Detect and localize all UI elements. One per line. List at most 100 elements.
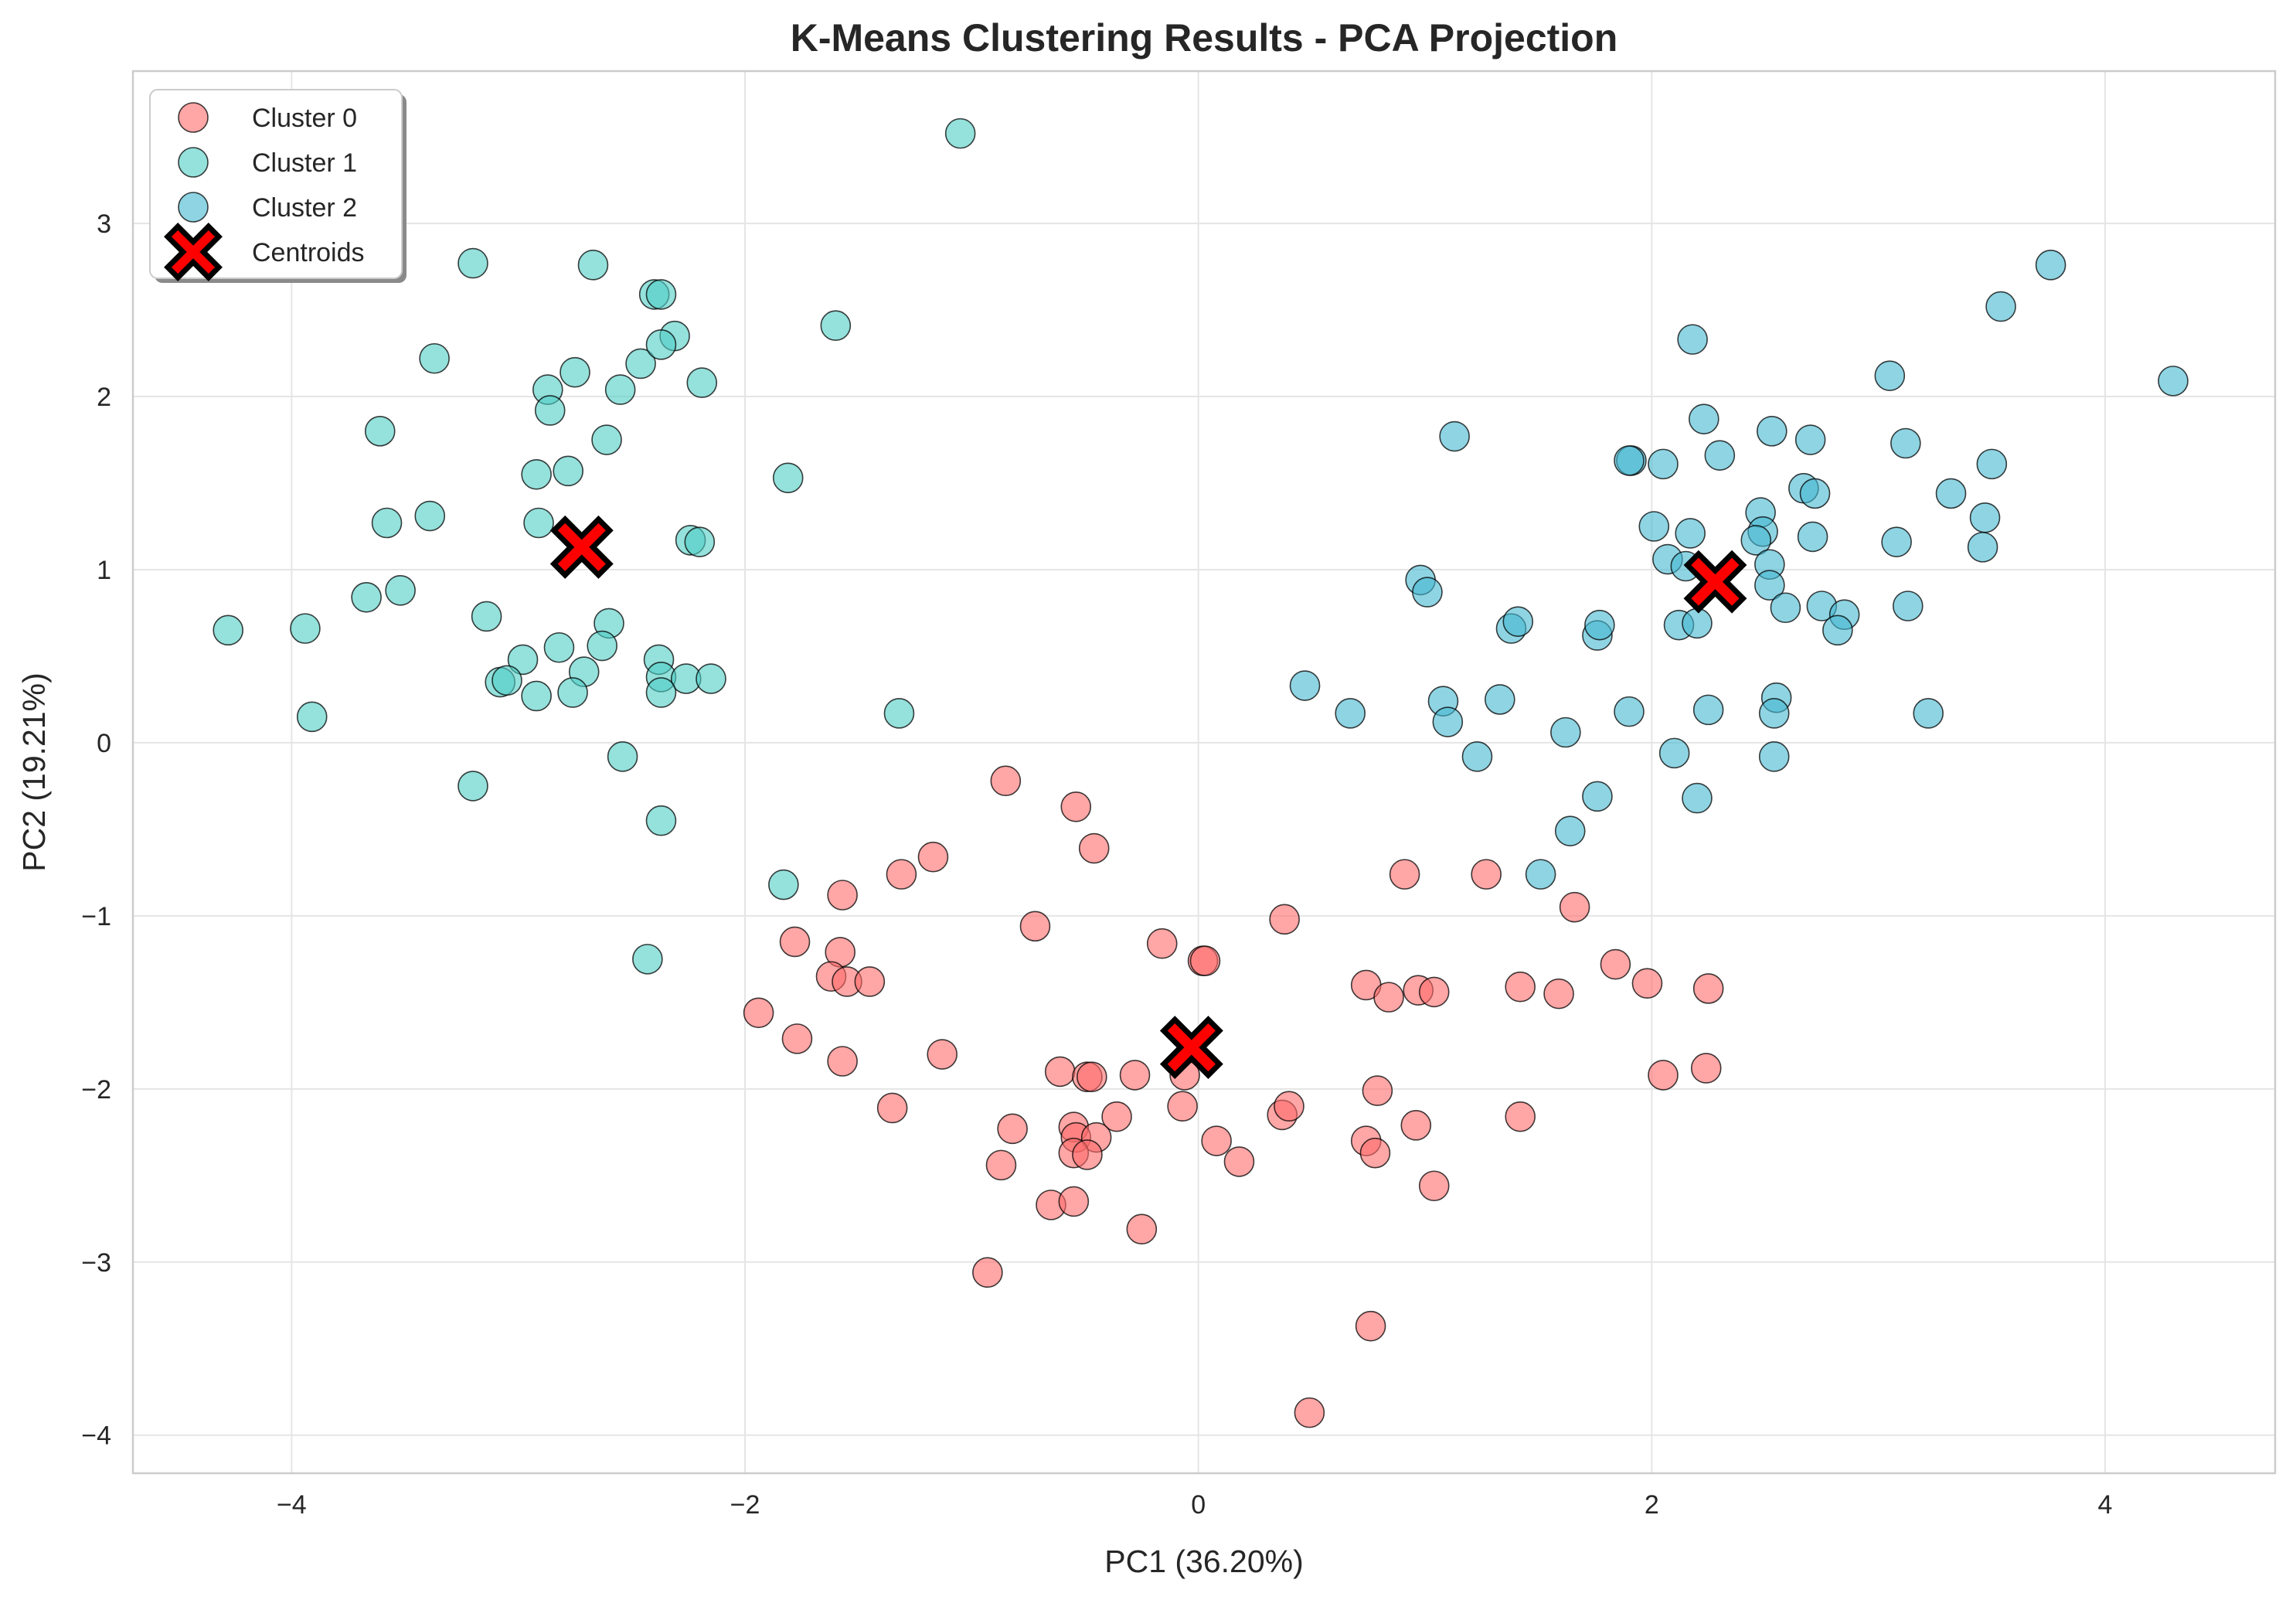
legend-label: Centroids xyxy=(252,238,365,267)
cluster-1-point xyxy=(645,677,677,708)
centroid-marker xyxy=(549,515,614,579)
series-cluster-1 xyxy=(213,117,976,975)
cluster-2-point xyxy=(1969,502,2001,533)
y-tick-label: 3 xyxy=(97,209,111,239)
cluster-0-point xyxy=(827,880,858,911)
legend-centroid-marker xyxy=(164,223,223,281)
x-tick-label: −4 xyxy=(277,1490,307,1520)
cluster-0-point xyxy=(1060,791,1092,822)
x-tick-label: 0 xyxy=(1191,1490,1206,1520)
x-tick-label: −2 xyxy=(730,1490,760,1520)
x-tick-label: 2 xyxy=(1645,1490,1659,1520)
cluster-0-point xyxy=(917,841,949,873)
cluster-2-point xyxy=(1638,511,1670,542)
centroid-marker xyxy=(1159,1016,1223,1080)
cluster-0-point xyxy=(1072,1139,1103,1170)
cluster-0-point xyxy=(990,765,1022,796)
cluster-1-point xyxy=(364,416,396,447)
cluster-1-point xyxy=(534,395,566,426)
cluster-2-point xyxy=(1335,698,1366,729)
cluster-2-point xyxy=(1799,478,1831,509)
cluster-0-point xyxy=(1471,859,1502,890)
cluster-1-point xyxy=(385,575,416,606)
centroid-marker xyxy=(1683,550,1747,614)
cluster-0-point xyxy=(1274,1091,1304,1122)
cluster-0-point xyxy=(1355,1310,1386,1342)
cluster-2-point xyxy=(1893,591,1924,621)
data-points xyxy=(213,117,2189,1428)
cluster-0-point xyxy=(1223,1146,1255,1177)
cluster-1-point xyxy=(684,526,716,557)
cluster-0-point xyxy=(781,1023,813,1054)
cluster-0-point xyxy=(743,997,774,1029)
cluster-2-point xyxy=(1675,518,1706,549)
cluster-0-point xyxy=(997,1113,1028,1145)
cluster-2-point xyxy=(1913,698,1944,729)
cluster-1-point xyxy=(553,455,584,487)
cluster-1-point xyxy=(492,665,522,696)
cluster-0-point xyxy=(1119,1060,1151,1091)
cluster-2-point xyxy=(1704,440,1736,471)
cluster-0-point xyxy=(1146,928,1178,959)
cluster-1-point xyxy=(523,507,554,539)
cluster-0-point xyxy=(1389,859,1420,890)
legend-marker xyxy=(178,147,209,178)
cluster-0-point xyxy=(1294,1397,1325,1428)
cluster-1-point xyxy=(607,741,638,772)
cluster-1-point xyxy=(591,424,622,455)
cluster-1-point xyxy=(686,367,718,398)
cluster-1-point xyxy=(521,459,552,490)
cluster-0-point xyxy=(1543,978,1574,1009)
cluster-1-point xyxy=(296,701,328,733)
cluster-0-point xyxy=(1400,1110,1432,1141)
cluster-0-point xyxy=(854,966,886,997)
cluster-2-point xyxy=(2035,250,2066,281)
cluster-2-point xyxy=(1890,427,1921,459)
cluster-1-point xyxy=(521,680,552,712)
cluster-0-point xyxy=(1418,1170,1450,1202)
cluster-2-point xyxy=(1682,608,1713,639)
cluster-1-point xyxy=(557,677,588,708)
cluster-2-point xyxy=(1614,696,1645,727)
cluster-2-point xyxy=(1525,859,1556,890)
legend-marker xyxy=(178,192,209,223)
cluster-2-point xyxy=(1550,717,1581,748)
cluster-0-point xyxy=(927,1039,958,1070)
cluster-1-point xyxy=(457,247,488,279)
y-tick-label: 1 xyxy=(97,556,111,585)
cluster-0-point xyxy=(779,926,811,958)
cluster-0-point xyxy=(886,859,917,890)
cluster-0-point xyxy=(972,1257,1003,1289)
cluster-1-point xyxy=(414,500,446,532)
cluster-0-point xyxy=(1692,973,1724,1004)
cluster-1-point xyxy=(768,869,799,900)
y-tick-label: −4 xyxy=(81,1421,111,1451)
legend-marker xyxy=(178,102,209,133)
cluster-1-point xyxy=(820,310,852,342)
cluster-1-point xyxy=(457,771,488,802)
cluster-2-point xyxy=(1797,521,1828,553)
cluster-0-point xyxy=(1058,1186,1090,1217)
cluster-2-point xyxy=(1439,420,1470,452)
cluster-1-point xyxy=(944,117,976,149)
x-axis-label: PC1 (36.20%) xyxy=(1104,1544,1304,1579)
cluster-2-point xyxy=(1432,706,1464,737)
cluster-1-point xyxy=(213,614,244,646)
cluster-2-point xyxy=(1754,570,1785,601)
cluster-1-point xyxy=(471,601,502,632)
cluster-0-point xyxy=(1648,1060,1679,1091)
cluster-1-point xyxy=(696,663,726,694)
cluster-0-point xyxy=(985,1149,1017,1181)
cluster-1-point xyxy=(560,356,590,388)
cluster-1-point xyxy=(290,613,321,644)
cluster-1-point xyxy=(351,582,382,613)
cluster-2-point xyxy=(1689,403,1719,434)
y-tick-label: −3 xyxy=(81,1248,111,1278)
cluster-0-point xyxy=(876,1092,908,1124)
cluster-0-point xyxy=(1631,968,1663,999)
legend: Cluster 0 Cluster 1 Cluster 2 Centroids xyxy=(149,89,406,283)
cluster-0-point xyxy=(1078,832,1110,864)
legend-label: Cluster 1 xyxy=(252,148,357,178)
x-tick-label: 4 xyxy=(2098,1490,2113,1520)
